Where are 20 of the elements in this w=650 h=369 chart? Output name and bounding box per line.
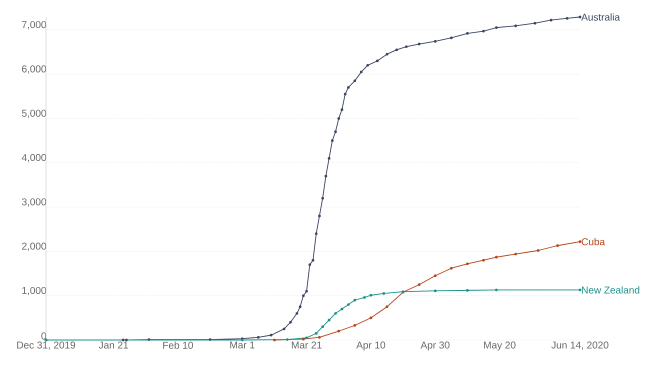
series-label: Australia bbox=[581, 13, 620, 21]
y-tick-label: 4,000 bbox=[22, 154, 46, 162]
y-tick-label: 0 bbox=[41, 332, 46, 340]
series-label: New Zealand bbox=[582, 286, 640, 294]
y-tick-label: 1,000 bbox=[22, 286, 46, 296]
x-tick-label: May 20 bbox=[484, 342, 516, 351]
y-tick-label: 5,000 bbox=[22, 110, 46, 118]
x-tick-label: Mar 1 bbox=[230, 342, 254, 348]
x-tick-label: Jan 21 bbox=[98, 342, 128, 349]
y-tick-label: 7,000 bbox=[22, 21, 46, 30]
x-tick-label: Jun 14, 2020 bbox=[551, 342, 608, 350]
y-tick-label: 2,000 bbox=[22, 242, 46, 251]
x-tick-label: Mar 21 bbox=[292, 342, 322, 349]
x-tick-label: Feb 10 bbox=[163, 342, 194, 349]
y-tick-label: 6,000 bbox=[22, 65, 46, 74]
x-tick-label: Apr 30 bbox=[420, 342, 450, 351]
y-tick-label: 3,000 bbox=[22, 198, 46, 207]
x-tick-label: Apr 10 bbox=[356, 342, 386, 351]
series-label: Cuba bbox=[582, 238, 606, 246]
x-tick-label: Dec 31, 2019 bbox=[17, 342, 76, 350]
